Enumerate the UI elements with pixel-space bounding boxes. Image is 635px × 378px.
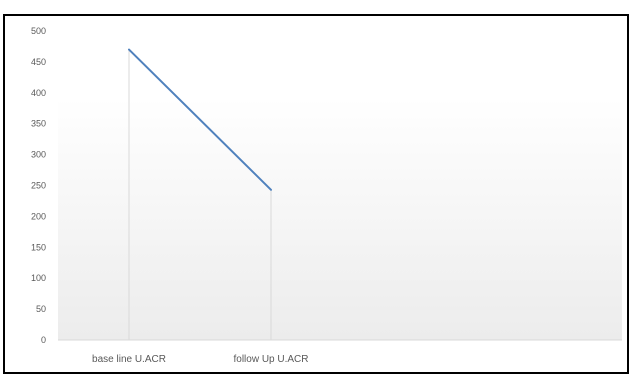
y-tick-label: 50 (36, 304, 46, 314)
y-tick-label: 200 (31, 211, 46, 221)
x-tick-label: follow Up U.ACR (233, 354, 308, 365)
series-line (128, 48, 272, 191)
y-tick-label: 100 (31, 273, 46, 283)
y-tick-label: 0 (41, 335, 46, 345)
y-tick-label: 250 (31, 181, 46, 191)
series-lines (128, 48, 272, 191)
y-tick-label: 150 (31, 242, 46, 252)
y-axis-tick-labels: 0 50 100 150 200 250 300 350 400 450 500 (31, 26, 46, 345)
y-tick-label: 300 (31, 150, 46, 160)
y-tick-label: 350 (31, 119, 46, 129)
y-tick-label: 450 (31, 57, 46, 67)
y-tick-label: 400 (31, 88, 46, 98)
y-tick-label: 500 (31, 26, 46, 36)
plot-background (58, 98, 622, 340)
x-tick-label: base line U.ACR (92, 354, 166, 365)
drop-lines (128, 49, 272, 340)
x-axis-tick-labels: base line U.ACR follow Up U.ACR (92, 354, 308, 365)
